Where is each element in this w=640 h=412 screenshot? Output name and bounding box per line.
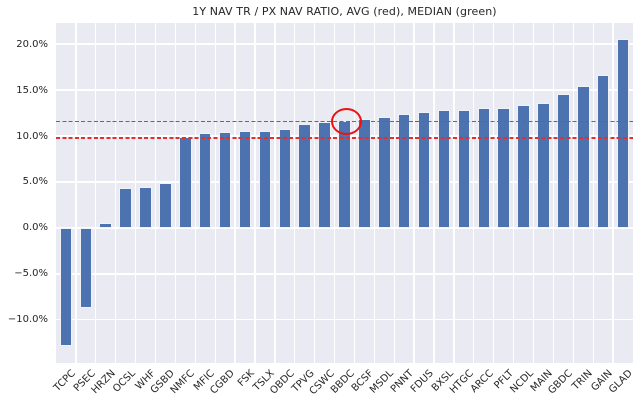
bar-NCDL: [517, 104, 530, 228]
h-gridline: [56, 319, 633, 321]
v-gridline: [214, 23, 216, 363]
y-tick-label: −5.0%: [14, 268, 48, 280]
bar-OBDC: [278, 128, 292, 228]
h-gridline: [56, 227, 633, 229]
bar-ARCC: [477, 108, 491, 228]
plot-area: [56, 23, 633, 363]
bar-CGBD: [218, 132, 232, 228]
bar-HRZN: [99, 223, 112, 228]
v-gridline: [532, 23, 535, 363]
v-gridline: [134, 23, 137, 363]
v-gridline: [433, 23, 435, 363]
v-gridline: [333, 23, 336, 363]
bar-HTGC: [457, 110, 471, 228]
bar-WHF: [139, 187, 152, 228]
avg-line: [56, 137, 633, 139]
v-gridline: [373, 23, 375, 363]
v-gridline: [413, 23, 415, 363]
chart-title: 1Y NAV TR / PX NAV RATIO, AVG (red), MED…: [192, 5, 497, 18]
bar-MFIC: [198, 133, 212, 228]
v-gridline: [512, 23, 515, 363]
v-gridline: [612, 23, 614, 363]
v-gridline: [552, 23, 555, 363]
y-tick-label: 20.0%: [16, 38, 48, 50]
v-gridline: [473, 23, 475, 363]
v-gridline: [194, 23, 196, 363]
bar-PSEC: [79, 227, 93, 308]
bar-GBDC: [557, 93, 570, 228]
v-gridline: [154, 23, 157, 363]
bar-PFLT: [497, 107, 510, 228]
h-gridline: [56, 273, 633, 275]
bar-PNNT: [397, 113, 411, 228]
v-gridline: [294, 23, 296, 363]
v-gridline: [174, 23, 177, 363]
y-tick-label: −10.0%: [7, 314, 48, 326]
v-gridline: [493, 23, 495, 363]
bar-FDUS: [417, 112, 431, 228]
y-tick-label: 10.0%: [16, 130, 48, 142]
v-gridline: [234, 23, 236, 363]
v-gridline: [274, 23, 276, 363]
bar-TCPC: [59, 227, 73, 347]
v-gridline: [314, 23, 316, 363]
bar-FSK: [238, 131, 252, 228]
bar-TSLX: [258, 130, 272, 228]
bar-GSBD: [159, 182, 172, 228]
bar-TPVG: [298, 124, 311, 228]
v-gridline: [393, 23, 395, 363]
bar-BXSL: [437, 110, 451, 228]
y-tick-label: 5.0%: [22, 176, 48, 188]
bar-OCSL: [119, 188, 132, 228]
bar-MAIN: [537, 102, 550, 228]
v-gridline: [115, 23, 117, 363]
bar-GAIN: [596, 75, 610, 228]
v-gridline: [75, 23, 77, 363]
bar-CSWC: [318, 122, 331, 228]
bar-MSDL: [378, 116, 391, 228]
v-gridline: [592, 23, 594, 363]
h-gridline: [56, 43, 633, 45]
bar-GLAD: [616, 38, 630, 228]
bar-BCSF: [358, 119, 371, 228]
v-gridline: [353, 23, 356, 363]
y-tick-label: 0.0%: [22, 222, 48, 234]
bar-NMFC: [179, 136, 192, 228]
y-tick-label: 15.0%: [16, 84, 48, 96]
annotation-circle: [331, 107, 362, 135]
v-gridline: [95, 23, 97, 363]
v-gridline: [572, 23, 574, 363]
v-gridline: [254, 23, 256, 363]
v-gridline: [453, 23, 455, 363]
h-gridline: [56, 89, 633, 91]
bar-TRIN: [577, 86, 590, 228]
